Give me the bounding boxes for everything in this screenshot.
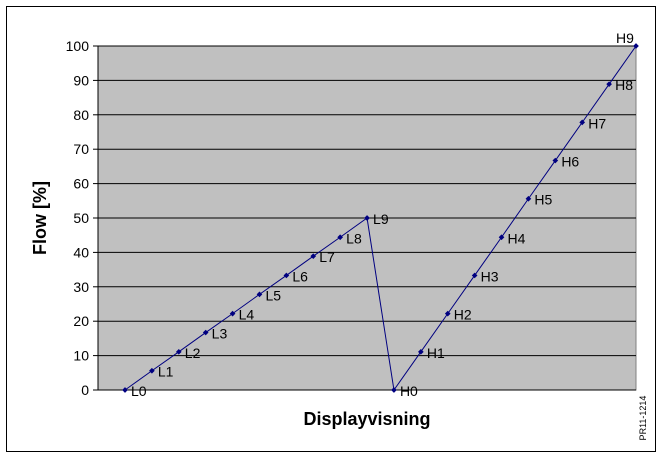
point-label-l5: L5 — [265, 287, 281, 303]
point-label-h6: H6 — [561, 154, 579, 170]
y-tick-label: 60 — [73, 176, 89, 192]
data-point-h2 — [444, 310, 451, 317]
data-point-l7 — [310, 253, 317, 260]
point-label-h4: H4 — [508, 230, 526, 246]
data-point-l0 — [122, 387, 128, 393]
data-point-h6 — [552, 157, 559, 164]
y-axis-title: Flow [%] — [30, 181, 50, 255]
point-label-l1: L1 — [158, 364, 174, 380]
y-tick-label: 30 — [73, 279, 89, 295]
data-points — [122, 43, 639, 393]
point-label-h0: H0 — [400, 383, 418, 399]
y-tick-label: 50 — [73, 210, 89, 226]
gridlines — [98, 45, 636, 357]
data-point-h1 — [418, 348, 424, 355]
data-point-l8 — [337, 234, 343, 241]
point-label-h7: H7 — [588, 115, 606, 131]
y-tick-label: 20 — [73, 313, 89, 329]
point-labels: L0 L1 L2 L3 L4 L5 L6 L7 L8 L9 H0 H1 H2 H3 H4 H5 H6 H7 H8 H9 — [131, 30, 634, 399]
data-point-l9 — [364, 215, 370, 221]
point-label-l3: L3 — [212, 326, 228, 342]
point-label-l4: L4 — [239, 307, 255, 323]
data-point-l1 — [149, 367, 155, 374]
data-point-l5 — [256, 291, 263, 298]
point-label-l7: L7 — [319, 249, 335, 265]
point-label-l8: L8 — [346, 230, 362, 246]
y-tick-label: 70 — [73, 141, 89, 157]
data-point-l2 — [175, 348, 182, 355]
x-axis-title: Displayvisning — [303, 409, 430, 429]
y-tick-label: 40 — [73, 244, 89, 260]
y-axis-ticks: 0 10 20 30 40 50 60 70 80 90 100 — [66, 38, 98, 398]
point-label-l9: L9 — [373, 211, 389, 227]
data-point-h4 — [498, 234, 505, 241]
point-label-l2: L2 — [185, 345, 201, 361]
point-label-l0: L0 — [131, 383, 147, 399]
point-label-l6: L6 — [292, 268, 308, 284]
point-label-h8: H8 — [615, 77, 633, 93]
series-line — [124, 45, 637, 392]
point-label-h2: H2 — [454, 307, 472, 323]
y-tick-label: 10 — [73, 348, 89, 364]
data-point-h0 — [391, 387, 397, 393]
data-point-h5 — [525, 195, 532, 202]
data-point-h9 — [633, 43, 639, 49]
point-label-h1: H1 — [427, 345, 445, 361]
data-point-l3 — [202, 329, 209, 336]
point-label-h9: H9 — [616, 30, 634, 46]
y-tick-label: 0 — [81, 382, 89, 398]
figure-code: PR11-1214 — [638, 396, 648, 441]
point-label-h3: H3 — [481, 268, 499, 284]
data-point-h8 — [606, 81, 612, 88]
data-point-l6 — [283, 272, 290, 279]
data-point-h3 — [471, 272, 478, 279]
y-tick-label: 90 — [73, 72, 89, 88]
data-point-l4 — [229, 310, 236, 317]
y-tick-label: 80 — [73, 107, 89, 123]
y-tick-label: 100 — [66, 38, 90, 54]
point-label-h5: H5 — [534, 192, 552, 208]
data-point-h7 — [579, 119, 586, 126]
